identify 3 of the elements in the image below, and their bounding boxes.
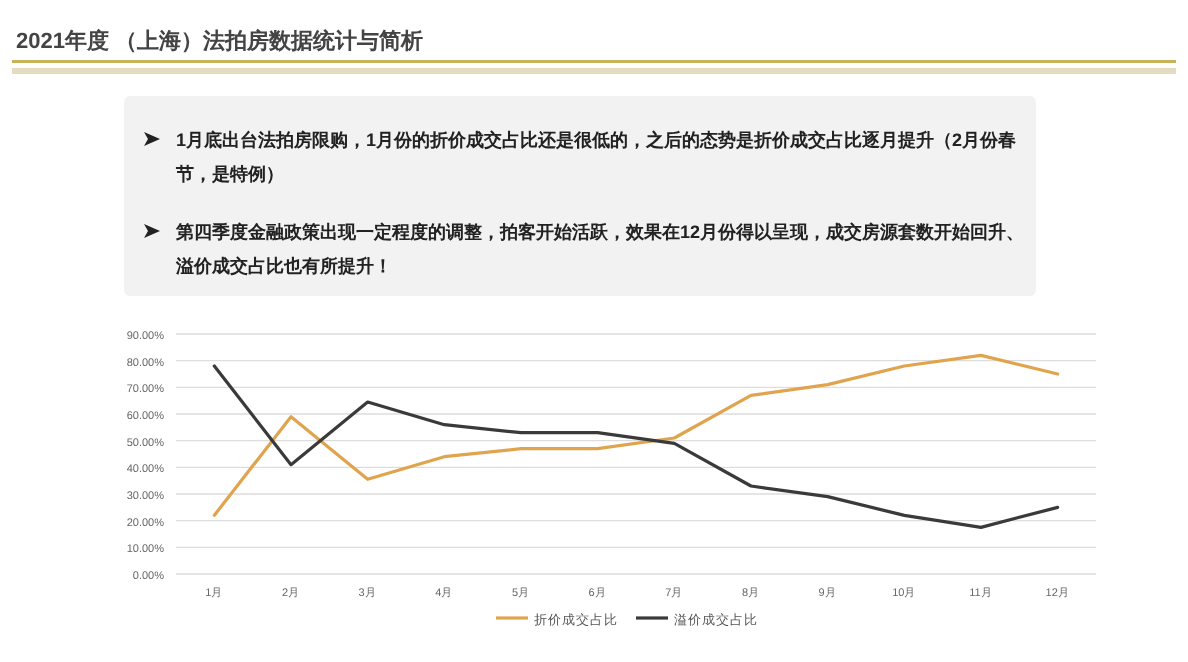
chart-title: 2021年度 （上海）法拍房数据统计与简析 xyxy=(16,28,424,54)
text: 第四季度金融政策出现一定程度的调整，拍客开始活跃，效果在12月份得以呈现，成交房源套数开始回升、溢价成交占比也有所提升！ xyxy=(174,222,1025,276)
text: 1月底出台法拍房限购，1月份的折价成交占比还是很低的，之后的态势是折价成交占比逐月提升（2月份春节，是特例） xyxy=(174,130,1017,184)
